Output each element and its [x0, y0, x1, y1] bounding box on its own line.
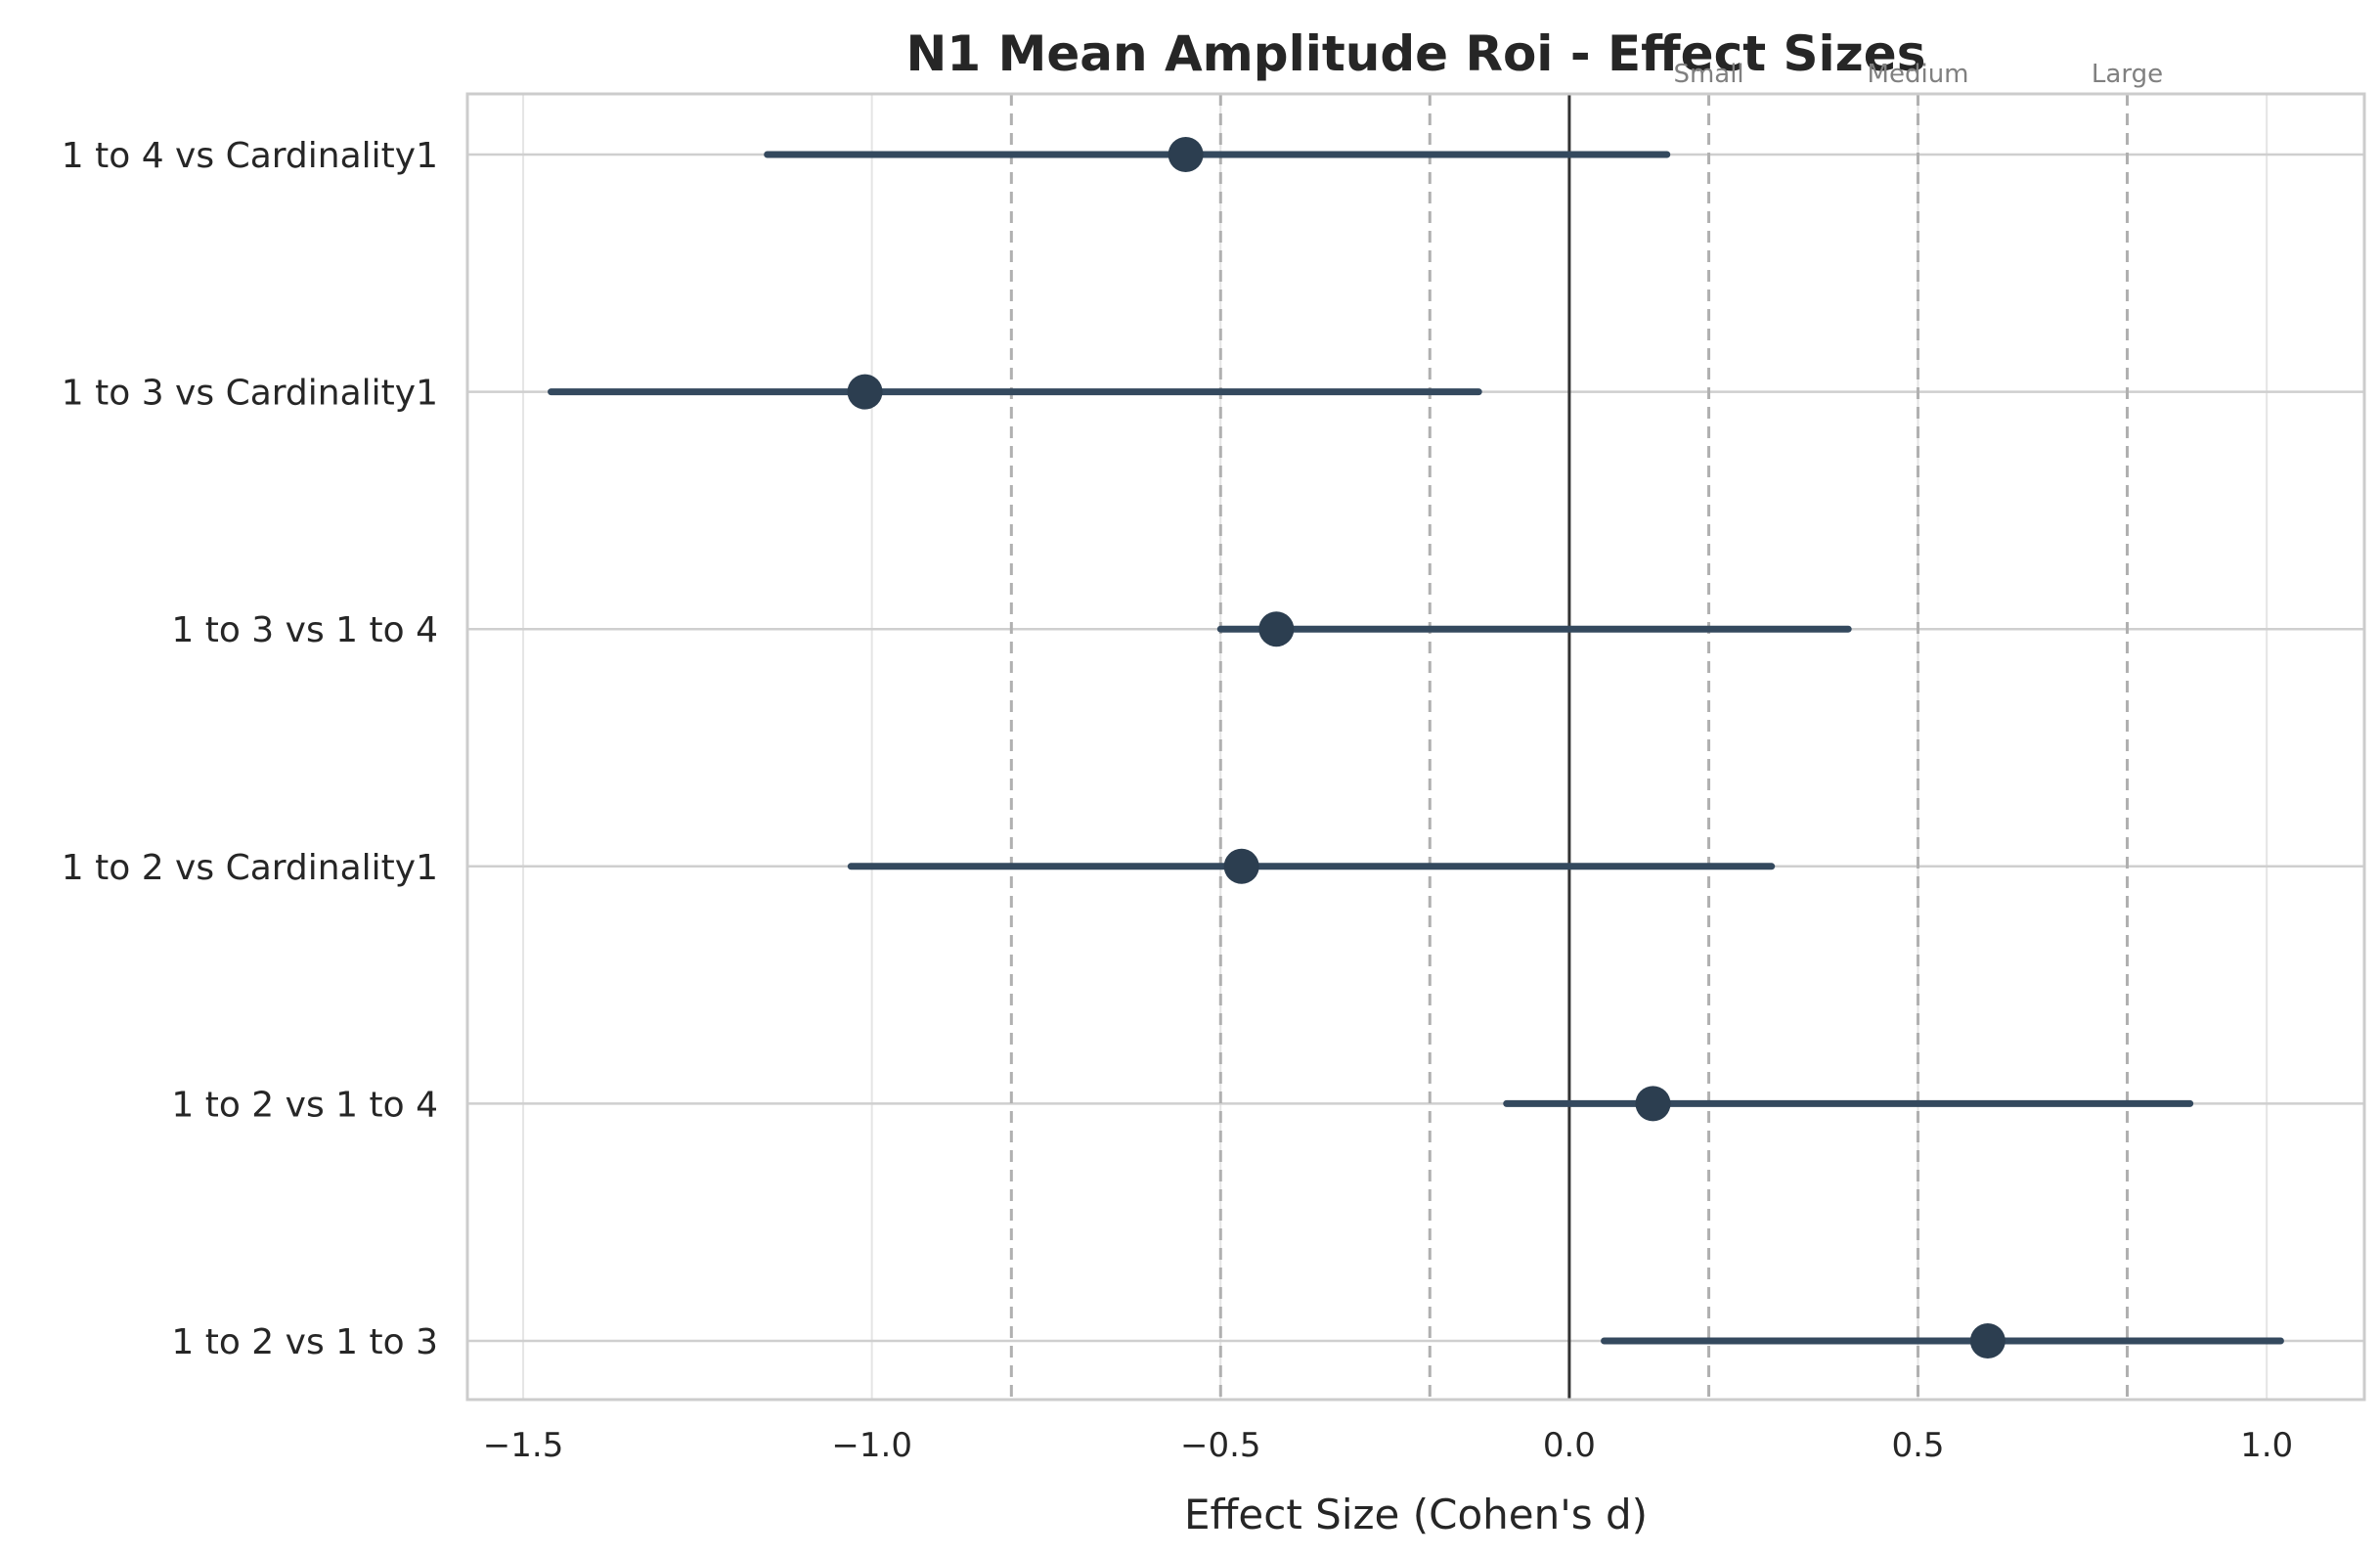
data-series: [548, 137, 2284, 1359]
x-axis-label: Effect Size (Cohen's d): [1184, 1491, 1648, 1538]
reference-line-label: Small: [1673, 60, 1743, 89]
effect-point: [1168, 137, 1204, 172]
x-tick-label: −0.5: [1180, 1426, 1261, 1465]
effect-point: [1258, 611, 1295, 647]
category-label: 1 to 4 vs Cardinality1: [62, 136, 438, 176]
effect-point: [847, 374, 883, 410]
effect-point: [1223, 848, 1259, 884]
category-label: 1 to 2 vs 1 to 3: [171, 1322, 438, 1362]
effect-point: [1635, 1086, 1671, 1122]
x-tick-label: 1.0: [2240, 1426, 2293, 1465]
chart-title: N1 Mean Amplitude Roi - Effect Sizes: [906, 25, 1926, 82]
reference-line-label: Medium: [1868, 60, 1969, 89]
category-label: 1 to 2 vs 1 to 4: [171, 1085, 438, 1125]
category-label: 1 to 3 vs Cardinality1: [62, 374, 438, 414]
x-tick-label: 0.5: [1891, 1426, 1944, 1465]
reference-line-label: Large: [2092, 60, 2163, 89]
x-tick-label: 0.0: [1543, 1426, 1596, 1465]
category-label: 1 to 2 vs Cardinality1: [62, 848, 438, 888]
grid: [467, 94, 2364, 1400]
axis-ticks: −1.5 −1.0 −0.5 0.0 0.5 1.0 1 to 4 vs Cardinali…: [62, 136, 2293, 1465]
reference-lines: Small Medium Large: [1009, 60, 2163, 1400]
category-label: 1 to 3 vs 1 to 4: [171, 610, 438, 650]
x-tick-label: −1.5: [483, 1426, 564, 1465]
plot-frame: [465, 92, 2366, 1402]
effect-point: [1969, 1323, 2005, 1359]
x-tick-label: −1.0: [831, 1426, 912, 1465]
